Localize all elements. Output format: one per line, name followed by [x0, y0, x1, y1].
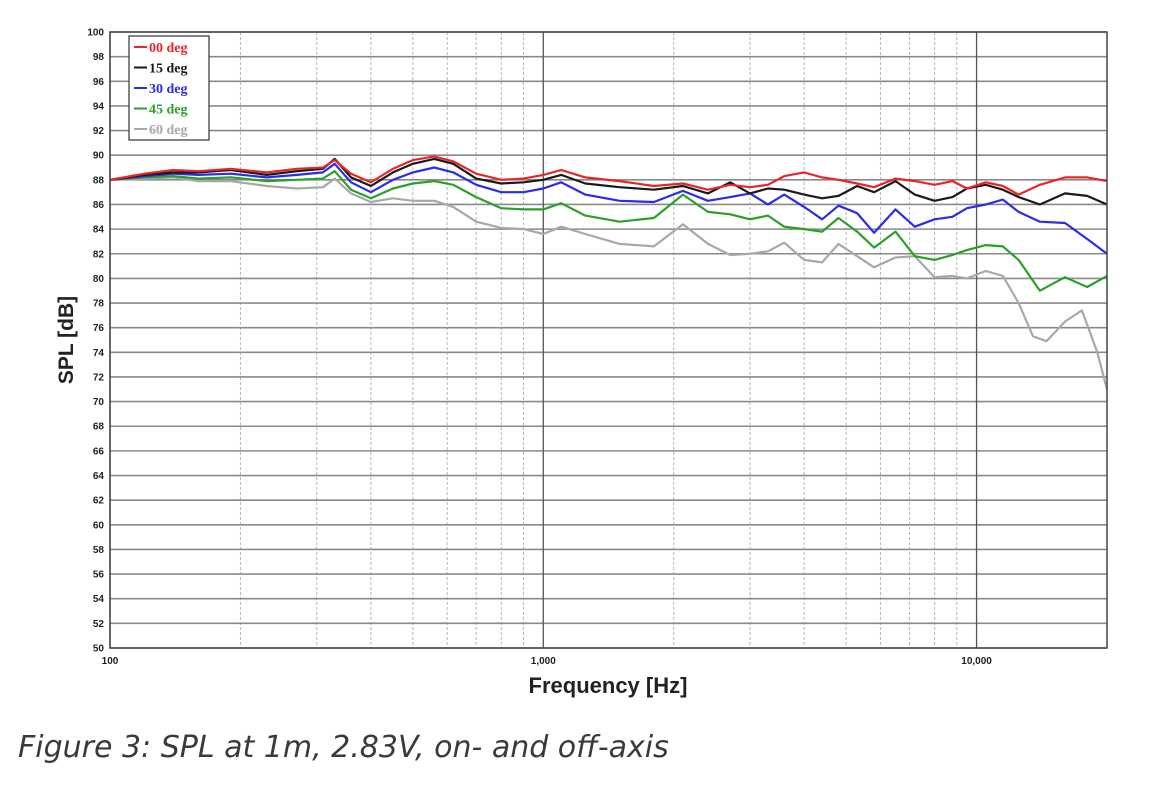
y-tick-label: 98	[93, 52, 105, 63]
plot-background	[110, 32, 1107, 648]
series-line-60-deg	[109, 176, 1109, 390]
legend-label: 45 deg	[149, 103, 188, 118]
y-tick-label: 68	[93, 422, 105, 433]
figure-caption: Figure 3: SPL at 1m, 2.83V, on- and off-…	[18, 730, 669, 765]
series-line-30-deg	[109, 162, 1108, 255]
spl-chart: 50 52 54 56 58 60 62 64 66 68 70 72 74 76 78 80 82 84 86 88…	[55, 28, 1109, 698]
y-tick-label: 96	[93, 77, 105, 88]
legend-label: 15 deg	[149, 62, 188, 77]
plot-frame	[109, 31, 1108, 649]
y-tick-label: 58	[93, 545, 105, 556]
series-line-00-deg	[109, 155, 1108, 196]
y-tick-label: 72	[93, 372, 105, 383]
legend-label: 60 deg	[149, 123, 188, 138]
y-tick-label: 82	[93, 249, 105, 260]
y-tick-label: 52	[93, 619, 105, 630]
y-axis-label: SPL [dB]	[55, 296, 78, 384]
legend-label: 30 deg	[149, 82, 188, 97]
y-tick-label: 62	[93, 496, 105, 507]
y-tick-label: 78	[93, 299, 105, 310]
y-tick-label: 86	[93, 200, 105, 211]
y-tick-label: 54	[93, 594, 105, 605]
y-tick-label: 90	[93, 151, 105, 162]
y-tick-label: 76	[93, 323, 105, 334]
y-tick-label: 92	[93, 126, 105, 137]
x-axis-label: Frequency [Hz]	[529, 673, 688, 698]
legend-label: 00 deg	[149, 41, 188, 56]
y-tick-label: 66	[93, 446, 105, 457]
y-tick-label: 64	[93, 471, 105, 482]
y-tick-label: 94	[93, 101, 105, 112]
y-tick-label: 56	[93, 570, 105, 581]
y-tick-labels: 50 52 54 56 58 60 62 64 66 68 70 72 74 76 78 80 82 84 86 88…	[87, 28, 104, 655]
x-tick-label: 100	[102, 656, 119, 667]
x-tick-labels: 100 1,000 10,000	[102, 656, 993, 667]
y-tick-label: 84	[93, 225, 105, 236]
series-layer	[109, 155, 1109, 390]
y-tick-label: 70	[93, 397, 105, 408]
x-tick-label: 10,000	[961, 656, 992, 667]
x-tick-label: 1,000	[531, 656, 556, 667]
y-tick-label: 50	[93, 644, 105, 655]
legend: 00 deg 15 deg 30 deg 45 deg 60 deg	[128, 35, 210, 141]
y-tick-label: 88	[93, 175, 105, 186]
y-tick-label: 74	[93, 348, 105, 359]
y-tick-label: 80	[93, 274, 105, 285]
y-tick-label: 100	[87, 28, 104, 39]
y-tick-label: 60	[93, 520, 105, 531]
series-line-45-deg	[109, 170, 1108, 292]
